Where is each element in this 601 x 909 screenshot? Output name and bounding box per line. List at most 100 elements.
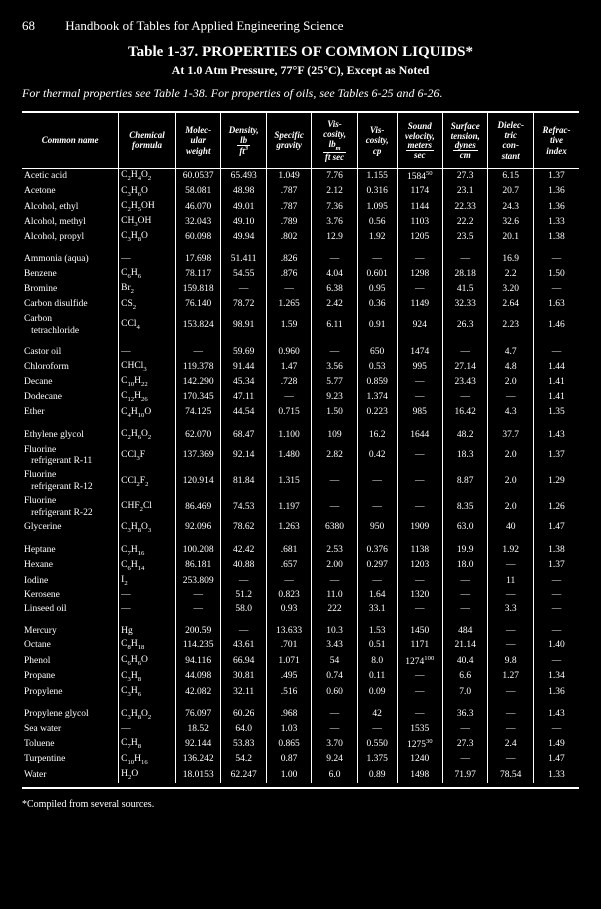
value-cell: 58.0	[221, 603, 266, 617]
formula-cell: CCl4	[119, 313, 176, 339]
value-cell: 1.155	[357, 168, 397, 185]
value-cell: 0.865	[266, 737, 311, 753]
formula-cell: CCl2F2	[119, 469, 176, 495]
value-cell: —	[312, 495, 357, 521]
column-header: Common name	[22, 112, 119, 168]
table-subtitle: At 1.0 Atm Pressure, 77°F (25°C), Except…	[22, 63, 579, 78]
value-cell: 42.082	[175, 685, 220, 700]
value-cell: 62.247	[221, 768, 266, 783]
value-cell: 1.480	[266, 444, 311, 470]
value-cell: 1909	[397, 521, 442, 536]
value-cell: —	[397, 390, 442, 405]
value-cell: 1.315	[266, 469, 311, 495]
value-cell: 60.098	[175, 230, 220, 245]
value-cell: .826	[266, 253, 311, 267]
value-cell: 100.208	[175, 544, 220, 559]
value-cell: —	[312, 253, 357, 267]
group-spacer	[22, 536, 579, 544]
value-cell: —	[357, 495, 397, 521]
value-cell: —	[266, 282, 311, 297]
value-cell: 0.93	[266, 603, 311, 617]
value-cell: 1171	[397, 638, 442, 653]
value-cell: 1.50	[312, 406, 357, 421]
value-cell: 1.375	[357, 753, 397, 768]
value-cell: 2.0	[488, 375, 533, 390]
table-row: Alcohol, methylCH3OH32.04349.10.7893.760…	[22, 215, 579, 230]
value-cell: 1.36	[533, 685, 579, 700]
value-cell: 74.125	[175, 406, 220, 421]
column-header: Surfacetension,dynescm	[443, 112, 488, 168]
table-row: EtherC4H10O74.12544.540.7151.500.2239851…	[22, 406, 579, 421]
value-cell: 1274100	[397, 654, 442, 670]
value-cell: —	[443, 574, 488, 589]
value-cell: 3.56	[312, 360, 357, 375]
value-cell: —	[357, 469, 397, 495]
common-name-cell: Alcohol, ethyl	[22, 200, 119, 215]
value-cell: 4.3	[488, 406, 533, 421]
value-cell: 1.265	[266, 298, 311, 313]
value-cell: 54.55	[221, 267, 266, 282]
value-cell: —	[443, 603, 488, 617]
value-cell: 0.823	[266, 589, 311, 603]
column-header: Specificgravity	[266, 112, 311, 168]
value-cell: —	[488, 685, 533, 700]
value-cell: 48.2	[443, 428, 488, 443]
value-cell: 1.36	[533, 200, 579, 215]
table-row: Fluorine refrigerant R-22CHF2Cl86.46974.…	[22, 495, 579, 521]
value-cell: 1203	[397, 559, 442, 574]
value-cell: 22.2	[443, 215, 488, 230]
table-row: OctaneC8H18114.23543.61.7013.430.5111712…	[22, 638, 579, 653]
table-row: Carbon disulfideCS276.14078.721.2652.420…	[22, 298, 579, 313]
value-cell: 0.60	[312, 685, 357, 700]
value-cell: 484	[443, 625, 488, 639]
column-header: Density,lbft3	[221, 112, 266, 168]
value-cell: 1644	[397, 428, 442, 443]
value-cell: —	[397, 670, 442, 685]
value-cell: 11.0	[312, 589, 357, 603]
value-cell: 4.04	[312, 267, 357, 282]
table-row: HeptaneC7H16100.20842.42.6812.530.376113…	[22, 544, 579, 559]
table-row: AcetoneC3H6O58.08148.98.7872.120.3161174…	[22, 185, 579, 200]
table-row: Acetic acidC2H4O260.053765.4931.0497.761…	[22, 168, 579, 185]
table-header-row: Common nameChemical formulaMolec-ularwei…	[22, 112, 579, 168]
value-cell: 92.096	[175, 521, 220, 536]
value-cell: .802	[266, 230, 311, 245]
value-cell: —	[443, 253, 488, 267]
value-cell: 1.100	[266, 428, 311, 443]
common-name-cell: Propylene	[22, 685, 119, 700]
value-cell: 32.33	[443, 298, 488, 313]
value-cell: 2.42	[312, 298, 357, 313]
value-cell: 2.4	[488, 737, 533, 753]
formula-cell: —	[119, 723, 176, 737]
value-cell: 78.72	[221, 298, 266, 313]
value-cell: 1298	[397, 267, 442, 282]
common-name-cell: Toluene	[22, 737, 119, 753]
formula-cell: C3H6O	[119, 185, 176, 200]
value-cell: 92.144	[175, 737, 220, 753]
value-cell: 44.098	[175, 670, 220, 685]
common-name-cell: Mercury	[22, 625, 119, 639]
value-cell: 1.43	[533, 428, 579, 443]
common-name-cell: Glycerine	[22, 521, 119, 536]
common-name-cell: Hexane	[22, 559, 119, 574]
common-name-cell: Linseed oil	[22, 603, 119, 617]
value-cell: —	[533, 654, 579, 670]
value-cell: —	[397, 603, 442, 617]
value-cell: —	[488, 723, 533, 737]
common-name-cell: Ammonia (aqua)	[22, 253, 119, 267]
common-name-cell: Benzene	[22, 267, 119, 282]
liquids-table: Common nameChemical formulaMolec-ularwei…	[22, 111, 579, 783]
value-cell: 2.0	[488, 444, 533, 470]
value-cell: 159.818	[175, 282, 220, 297]
value-cell: —	[221, 282, 266, 297]
value-cell: 16.2	[357, 428, 397, 443]
value-cell: .495	[266, 670, 311, 685]
value-cell: 32.11	[221, 685, 266, 700]
value-cell: 65.493	[221, 168, 266, 185]
common-name-cell: Decane	[22, 375, 119, 390]
value-cell: 1.26	[533, 495, 579, 521]
value-cell: 13.633	[266, 625, 311, 639]
table-row: Fluorine refrigerant R-12CCl2F2120.91481…	[22, 469, 579, 495]
value-cell: 45.34	[221, 375, 266, 390]
column-header: Chemical formula	[119, 112, 176, 168]
